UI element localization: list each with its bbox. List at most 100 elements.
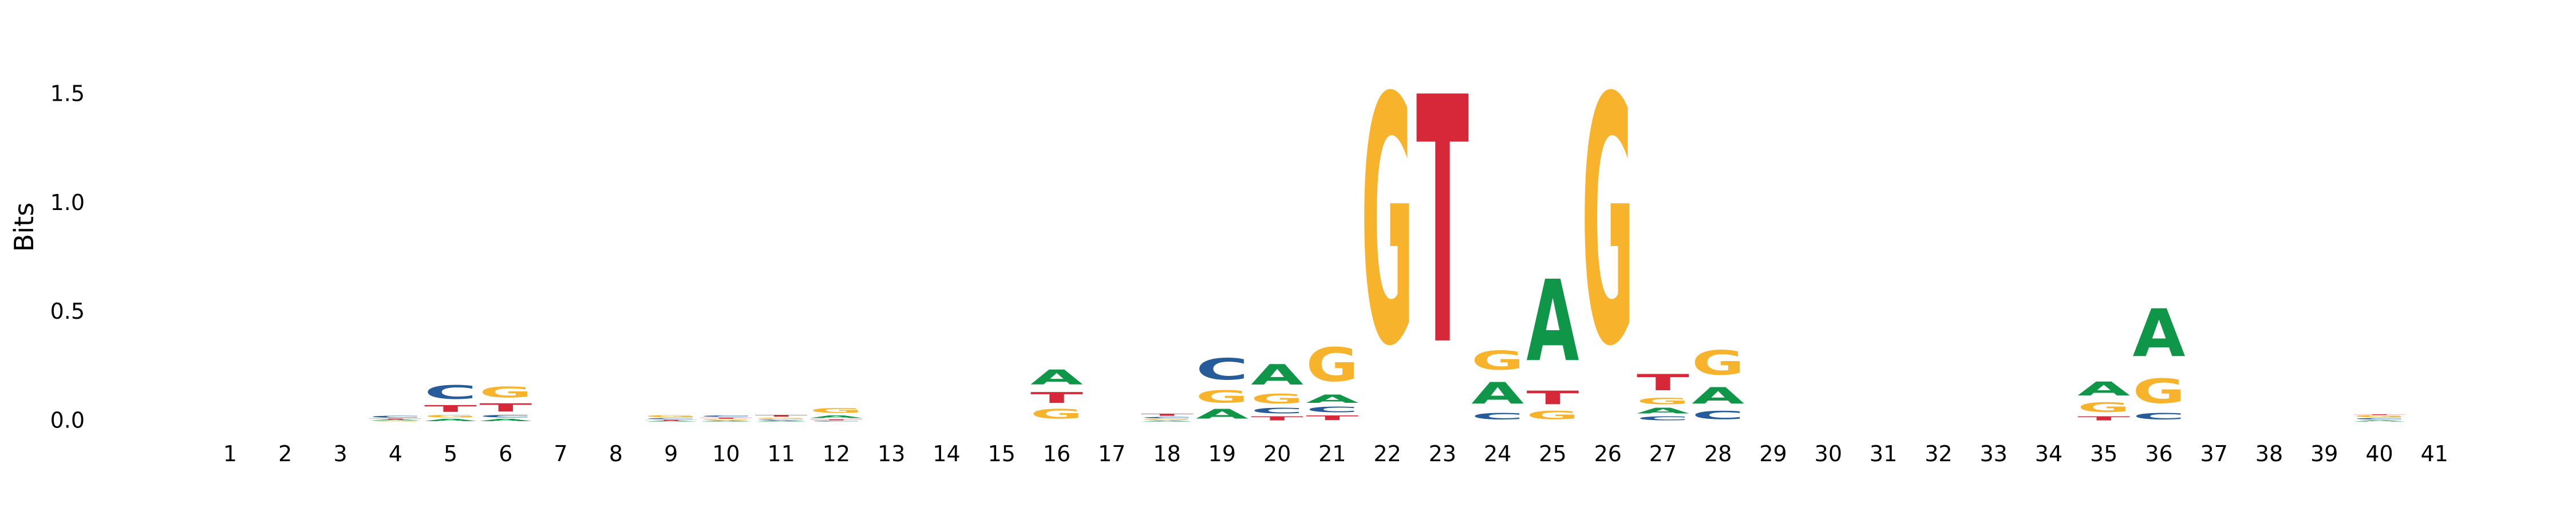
logo-letter-a: A bbox=[1692, 383, 1745, 409]
x-tick-label: 21 bbox=[1318, 441, 1346, 466]
logo-letter-c: C bbox=[1251, 406, 1303, 415]
logo-letter-t: T bbox=[810, 419, 863, 421]
logo-letter-t: T bbox=[1637, 370, 1689, 395]
logo-letter-a: A bbox=[1030, 365, 1083, 389]
logo-letter-g: G bbox=[645, 415, 697, 418]
x-tick-label: 17 bbox=[1098, 441, 1125, 466]
logo-letter-t: T bbox=[1306, 414, 1358, 422]
logo-letter-a: A bbox=[479, 418, 532, 422]
logo-letter-g: G bbox=[1471, 346, 1524, 377]
logo-letter-a: A bbox=[424, 418, 477, 422]
logo-letter-t: T bbox=[1251, 415, 1303, 422]
logo-letter-t: T bbox=[1141, 413, 1194, 417]
logo-letter-c: C bbox=[1637, 415, 1689, 422]
logo-letter-a: A bbox=[1306, 393, 1358, 406]
y-tick-label: 1.0 bbox=[50, 190, 85, 215]
x-tick-label: 36 bbox=[2145, 441, 2172, 466]
logo-letter-g: G bbox=[1526, 409, 1579, 422]
y-axis-ticks: 0.0 0.5 1.0 1.5 bbox=[50, 81, 85, 433]
logo-letter-a: A bbox=[700, 421, 752, 422]
logo-letter-c: C bbox=[1692, 409, 1744, 422]
logo-letter-c: C bbox=[2353, 418, 2406, 420]
logo-letter-t: T bbox=[1030, 389, 1083, 406]
x-tick-label: 33 bbox=[1980, 441, 2007, 466]
x-tick-label: 12 bbox=[823, 441, 850, 466]
logo-letter-a: A bbox=[1196, 407, 1249, 422]
logo-letter-a: A bbox=[755, 421, 808, 422]
x-tick-label: 14 bbox=[933, 441, 960, 466]
x-tick-label: 40 bbox=[2365, 441, 2393, 466]
logo-letter-g: G bbox=[2353, 415, 2406, 418]
y-tick-label: 0.0 bbox=[50, 408, 85, 433]
logo-letter-g: G bbox=[1196, 387, 1249, 407]
logo-letter-a: A bbox=[645, 421, 697, 422]
x-tick-label: 13 bbox=[878, 441, 905, 466]
x-tick-label: 5 bbox=[444, 441, 457, 466]
x-tick-label: 18 bbox=[1153, 441, 1180, 466]
logo-letter-c: C bbox=[2132, 411, 2185, 422]
x-tick-label: 30 bbox=[1815, 441, 1842, 466]
x-tick-label: 7 bbox=[554, 441, 568, 466]
logo-letter-g: G bbox=[1141, 419, 1194, 421]
logo-letter-c: C bbox=[479, 414, 532, 419]
logo-letter-t: T bbox=[479, 401, 532, 414]
logo-letter-c: C bbox=[1306, 406, 1358, 414]
logo-letter-g: G bbox=[424, 414, 477, 419]
logo-letter-c: C bbox=[810, 421, 863, 422]
x-tick-label: 3 bbox=[333, 441, 347, 466]
logo-letter-t: T bbox=[2353, 414, 2406, 415]
logo-letter-g: G bbox=[2077, 400, 2130, 415]
x-tick-label: 2 bbox=[278, 441, 292, 466]
logo-letter-g: G bbox=[1637, 395, 1689, 406]
logo-letter-g: G bbox=[1361, 27, 1414, 421]
logo-letter-c: C bbox=[645, 418, 697, 419]
logo-letter-g: G bbox=[2132, 372, 2185, 411]
y-axis-title: Bits bbox=[9, 203, 39, 252]
x-tick-label: 31 bbox=[1870, 441, 1897, 466]
logo-letter-c: C bbox=[1141, 417, 1194, 419]
x-tick-label: 11 bbox=[768, 441, 795, 466]
logo-letter-g: G bbox=[755, 417, 808, 419]
logo-letter-a: A bbox=[2353, 420, 2406, 422]
logo-letter-a: A bbox=[1526, 257, 1579, 387]
logo-letter-g: G bbox=[810, 407, 863, 414]
logo-letter-c: C bbox=[700, 415, 752, 418]
x-tick-label: 19 bbox=[1208, 441, 1236, 466]
x-tick-label: 29 bbox=[1759, 441, 1787, 466]
logo-letter-a: A bbox=[2132, 296, 2185, 371]
x-tick-label: 25 bbox=[1539, 441, 1566, 466]
logo-letter-a: A bbox=[810, 414, 863, 419]
x-tick-label: 28 bbox=[1704, 441, 1732, 466]
x-tick-label: 32 bbox=[1925, 441, 1952, 466]
x-tick-label: 27 bbox=[1649, 441, 1677, 466]
x-tick-label: 35 bbox=[2090, 441, 2117, 466]
logo-letter-g: G bbox=[700, 419, 752, 421]
x-tick-label: 10 bbox=[712, 441, 740, 466]
logo-letter-a: A bbox=[1471, 376, 1524, 411]
y-tick-label: 1.5 bbox=[50, 81, 85, 106]
logo-letter-g: G bbox=[1582, 27, 1634, 421]
logo-letter-t: T bbox=[1526, 387, 1579, 409]
y-tick-label: 0.5 bbox=[50, 299, 85, 324]
x-tick-label: 4 bbox=[389, 441, 402, 466]
x-tick-label: 20 bbox=[1263, 441, 1291, 466]
logo-letter-t: T bbox=[700, 417, 752, 419]
logo-letter-g: G bbox=[1251, 391, 1303, 406]
logo-letter-g: G bbox=[369, 421, 422, 422]
logo-letter-c: C bbox=[369, 415, 422, 418]
x-tick-label: 6 bbox=[499, 441, 512, 466]
logo-letter-t: T bbox=[1416, 27, 1469, 421]
x-tick-label: 39 bbox=[2310, 441, 2338, 466]
logo-letter-t: T bbox=[424, 403, 477, 414]
x-tick-label: 34 bbox=[2035, 441, 2063, 466]
x-tick-label: 8 bbox=[609, 441, 623, 466]
logo-letter-t: T bbox=[645, 419, 697, 421]
x-tick-label: 16 bbox=[1043, 441, 1070, 466]
x-tick-label: 38 bbox=[2255, 441, 2283, 466]
x-tick-label: 23 bbox=[1429, 441, 1456, 466]
x-tick-label: 9 bbox=[664, 441, 678, 466]
x-tick-label: 24 bbox=[1484, 441, 1511, 466]
logo-letter-g: G bbox=[479, 384, 532, 401]
logo-letter-c: C bbox=[755, 419, 808, 421]
